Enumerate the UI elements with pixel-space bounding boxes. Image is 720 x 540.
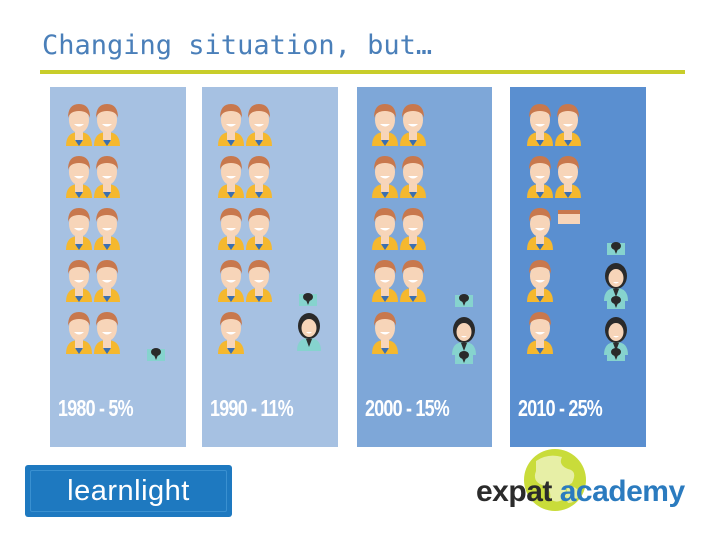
panel-2000: 2000 - 15%	[357, 87, 492, 447]
male-person-icon	[372, 312, 398, 354]
male-person-icon	[94, 156, 120, 198]
male-person-icon	[400, 104, 426, 146]
female-person-icon	[452, 317, 476, 355]
male-person-icon	[94, 260, 120, 302]
male-person-icon	[372, 156, 398, 198]
male-person-icon	[246, 104, 272, 146]
male-person-icon	[527, 104, 553, 146]
female-person-icon	[299, 293, 317, 306]
female-person-icon	[607, 348, 625, 361]
female-person-icon	[607, 242, 625, 255]
panel-label-2010: 2010 - 25%	[518, 395, 603, 421]
male-person-icon	[400, 156, 426, 198]
male-person-icon	[218, 208, 244, 250]
male-person-icon	[372, 104, 398, 146]
expat-academy-logo: expat academy	[470, 447, 690, 522]
title-underline	[40, 70, 685, 74]
male-person-icon	[400, 260, 426, 302]
people-icons-2010	[527, 104, 628, 361]
male-person-icon	[94, 312, 120, 354]
male-person-icon	[400, 208, 426, 250]
male-person-icon	[66, 156, 92, 198]
male-person-icon	[66, 312, 92, 354]
panel-label-1980: 1980 - 5%	[58, 395, 134, 421]
male-person-icon	[527, 260, 553, 302]
male-person-icon	[558, 210, 580, 224]
panel-2010: 2010 - 25%	[510, 87, 646, 447]
male-person-icon	[94, 208, 120, 250]
male-person-icon	[555, 104, 581, 146]
learnlight-logo-text: learnlight	[67, 474, 190, 507]
male-person-icon	[372, 208, 398, 250]
male-person-icon	[246, 208, 272, 250]
male-person-icon	[555, 156, 581, 198]
female-person-icon	[455, 351, 473, 364]
male-person-icon	[372, 260, 398, 302]
female-person-icon	[607, 296, 625, 309]
expat-word: expat	[476, 475, 552, 508]
female-person-icon	[455, 294, 473, 307]
male-person-icon	[218, 260, 244, 302]
expat-academy-text: expat academy	[476, 475, 685, 509]
male-person-icon	[218, 312, 244, 354]
male-person-icon	[218, 104, 244, 146]
panel-1990: 1990 - 11%	[202, 87, 338, 447]
people-icons-1990	[218, 104, 321, 354]
male-person-icon	[66, 260, 92, 302]
slide-title: Changing situation, but…	[42, 30, 433, 61]
female-person-icon	[604, 263, 628, 301]
academy-word: academy	[559, 475, 685, 508]
globe-icon	[524, 449, 586, 511]
male-person-icon	[527, 208, 553, 250]
people-icons-1980	[66, 104, 165, 361]
people-icons-2000	[372, 104, 476, 364]
male-person-icon	[94, 104, 120, 146]
panel-label-1990: 1990 - 11%	[210, 395, 294, 421]
male-person-icon	[527, 312, 553, 354]
male-person-icon	[66, 104, 92, 146]
male-person-icon	[66, 208, 92, 250]
male-person-icon	[246, 260, 272, 302]
male-person-icon	[246, 156, 272, 198]
male-person-icon	[218, 156, 244, 198]
female-person-icon	[297, 313, 321, 351]
panel-label-2000: 2000 - 15%	[365, 395, 450, 421]
panel-1980: 1980 - 5%	[50, 87, 186, 447]
learnlight-logo: learnlight	[25, 465, 232, 517]
male-person-icon	[527, 156, 553, 198]
female-person-icon	[147, 348, 165, 361]
